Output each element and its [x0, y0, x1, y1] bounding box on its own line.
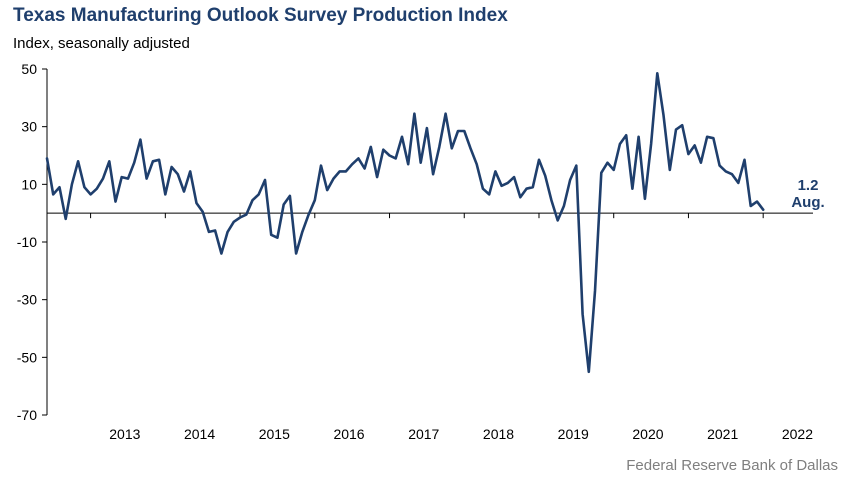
x-tick-label: 2018 — [483, 426, 514, 442]
chart-title: Texas Manufacturing Outlook Survey Produ… — [13, 5, 508, 26]
x-tick-label: 2015 — [259, 426, 290, 442]
x-tick-label: 2014 — [184, 426, 215, 442]
y-tick-label: -70 — [17, 407, 37, 423]
y-tick-label: -10 — [17, 234, 37, 250]
y-tick-label: -30 — [17, 292, 37, 308]
x-tick-label: 2020 — [632, 426, 663, 442]
latest-value-label: 1.2 — [798, 177, 819, 194]
y-axis-label: Index, seasonally adjusted — [13, 35, 190, 52]
y-tick-label: -50 — [17, 349, 37, 365]
y-tick-label: 30 — [21, 119, 37, 135]
y-axis-ticks: -70 -50 -30 -10 10 30 50 — [17, 61, 47, 423]
x-axis-ticks: 2013 2014 2015 2016 2017 2018 2019 2020 2021 2022 — [90, 213, 813, 442]
y-tick-label: 10 — [21, 176, 37, 192]
x-tick-label: 2017 — [408, 426, 439, 442]
latest-period-label: Aug. — [791, 194, 824, 211]
production-index-line — [45, 72, 765, 374]
x-tick-label: 2013 — [109, 426, 140, 442]
x-tick-label: 2016 — [333, 426, 364, 442]
source-credit: Federal Reserve Bank of Dallas — [626, 457, 838, 474]
x-tick-label: 2022 — [782, 426, 813, 442]
x-tick-label: 2019 — [558, 426, 589, 442]
x-tick-label: 2021 — [707, 426, 738, 442]
y-tick-label: 50 — [21, 61, 37, 77]
